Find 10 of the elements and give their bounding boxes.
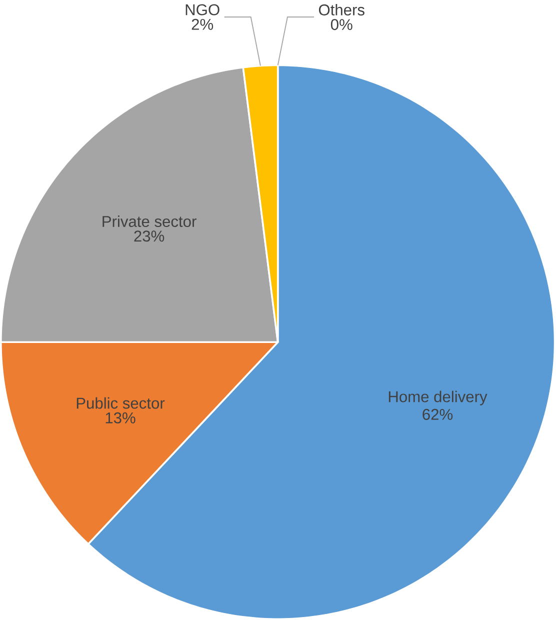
slice-label: Public sector — [77, 397, 165, 409]
category-label: Others — [319, 4, 365, 16]
data-label: 13% — [106, 412, 136, 424]
data-label: 23% — [134, 230, 164, 242]
slice-label: Private sector — [102, 216, 197, 228]
slice-label: NGO — [186, 4, 220, 16]
data-label: 62% — [422, 408, 453, 420]
text: 0% — [331, 19, 352, 30]
slice-label: Home delivery — [389, 390, 488, 406]
data-label: 2% — [192, 18, 214, 30]
